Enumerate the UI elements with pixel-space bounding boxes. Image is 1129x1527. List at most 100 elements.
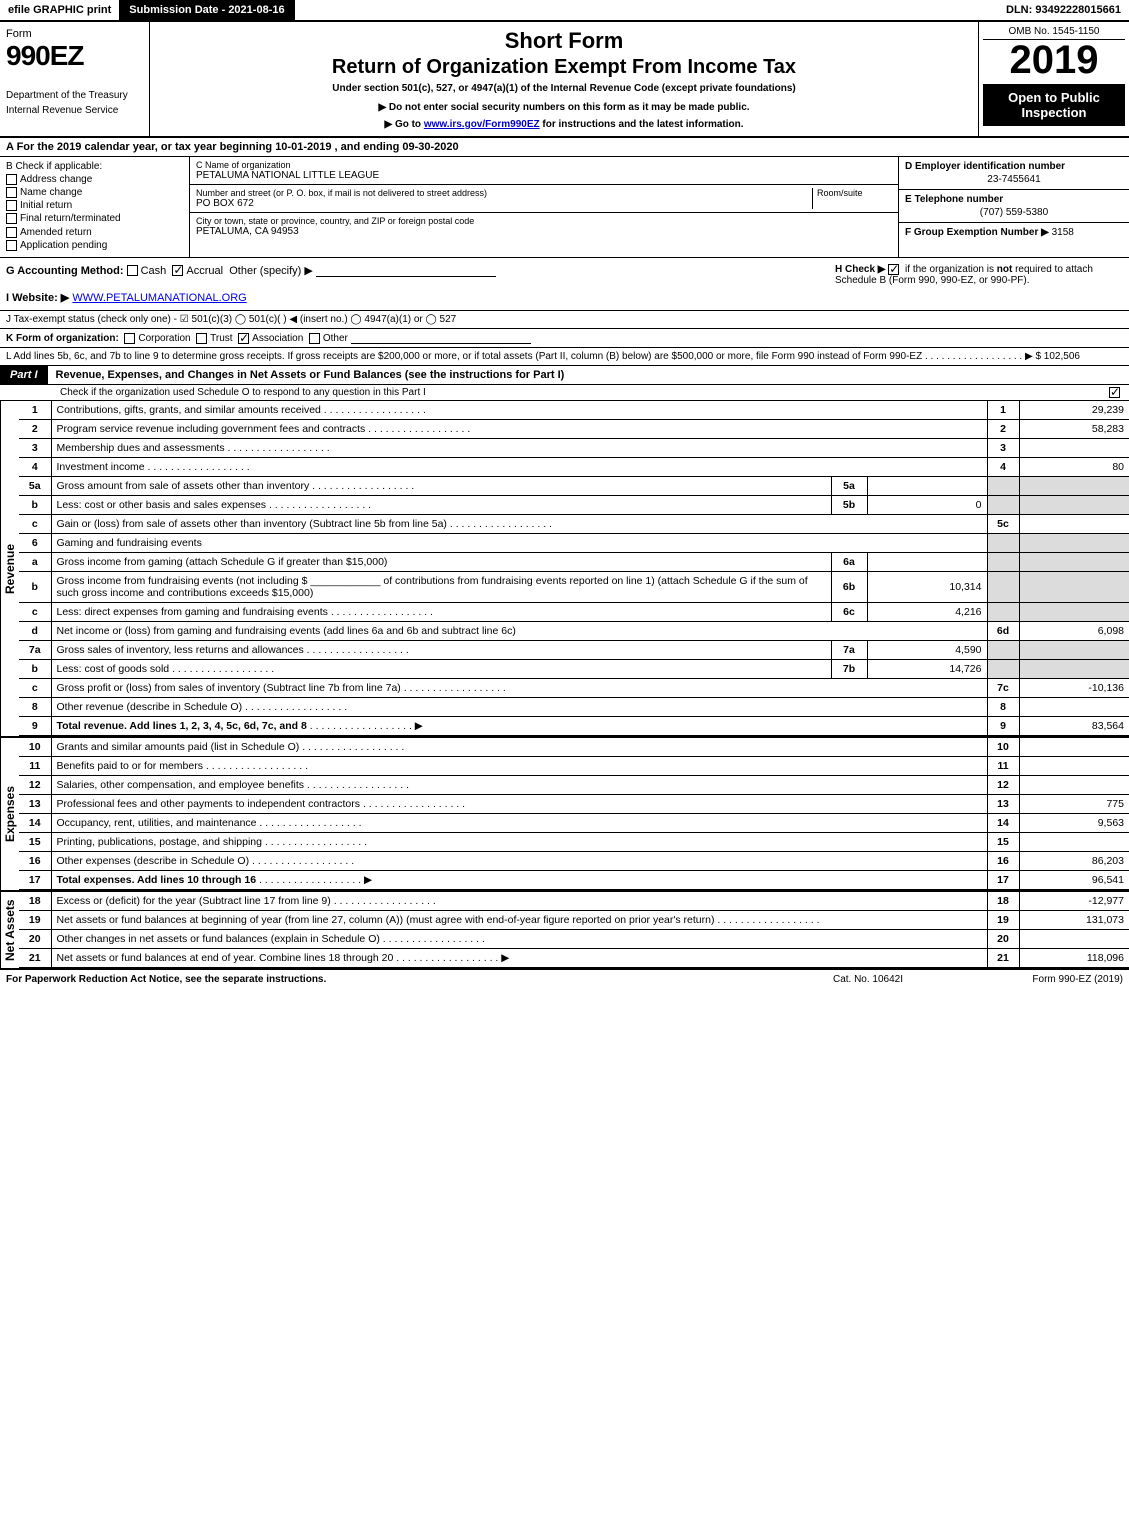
netassets-label: Net Assets [0, 892, 19, 968]
c-city-label: City or town, state or province, country… [196, 216, 892, 226]
ssn-note: ▶ Do not enter social security numbers o… [160, 102, 968, 113]
cb-schedule-b[interactable] [888, 264, 899, 275]
irs-label: Internal Revenue Service [6, 105, 143, 116]
dept-label: Department of the Treasury [6, 90, 143, 101]
k-label: K Form of organization: [6, 333, 119, 344]
form-word: Form [6, 28, 143, 40]
row-7a: 7aGross sales of inventory, less returns… [19, 640, 1129, 659]
cb-name-change[interactable]: Name change [6, 187, 183, 198]
form-header: Form 990EZ Department of the Treasury In… [0, 22, 1129, 138]
row-21: 21Net assets or fund balances at end of … [19, 948, 1129, 967]
row-5c: cGain or (loss) from sale of assets othe… [19, 514, 1129, 533]
expenses-table: 10Grants and similar amounts paid (list … [19, 738, 1129, 890]
row-6b: bGross income from fundraising events (n… [19, 571, 1129, 602]
phone-value: (707) 559-5380 [905, 207, 1123, 218]
cb-corp[interactable] [124, 333, 135, 344]
cb-initial-return[interactable]: Initial return [6, 200, 183, 211]
header-right: OMB No. 1545-1150 2019 Open to Public In… [979, 22, 1129, 136]
l-amount: $ 102,506 [1035, 351, 1080, 362]
submission-date: Submission Date - 2021-08-16 [119, 0, 294, 20]
expenses-label: Expenses [0, 738, 19, 890]
row-4: 4Investment income480 [19, 457, 1129, 476]
row-17: 17Total expenses. Add lines 10 through 1… [19, 870, 1129, 889]
row-7b: bLess: cost of goods sold7b14,726 [19, 659, 1129, 678]
row-16: 16Other expenses (describe in Schedule O… [19, 851, 1129, 870]
g-label: G Accounting Method: [6, 265, 124, 277]
row-5a: 5aGross amount from sale of assets other… [19, 476, 1129, 495]
cb-other-org[interactable] [309, 333, 320, 344]
other-org-line[interactable] [351, 332, 531, 344]
link-suffix: for instructions and the latest informat… [542, 119, 743, 130]
cb-cash[interactable] [127, 265, 138, 276]
cb-assoc[interactable] [238, 333, 249, 344]
short-form-title: Short Form [160, 28, 968, 54]
tax-year: 2019 [983, 40, 1125, 80]
line-l: L Add lines 5b, 6c, and 7b to line 9 to … [0, 348, 1129, 366]
header-center: Short Form Return of Organization Exempt… [150, 22, 979, 136]
h-label: H Check ▶ [835, 264, 885, 275]
row-9: 9Total revenue. Add lines 1, 2, 3, 4, 5c… [19, 716, 1129, 735]
form-title: Return of Organization Exempt From Incom… [160, 56, 968, 79]
org-city: PETALUMA, CA 94953 [196, 226, 892, 237]
row-5b: bLess: cost or other basis and sales exp… [19, 495, 1129, 514]
ein-value: 23-7455641 [905, 174, 1123, 185]
i-label: I Website: ▶ [6, 292, 69, 304]
cb-schedule-o[interactable] [1109, 387, 1120, 398]
dln-label: DLN: 93492228015661 [998, 0, 1129, 20]
row-13: 13Professional fees and other payments t… [19, 794, 1129, 813]
box-c: C Name of organization PETALUMA NATIONAL… [190, 157, 899, 257]
form-ref: Form 990-EZ (2019) [943, 974, 1123, 985]
row-12: 12Salaries, other compensation, and empl… [19, 775, 1129, 794]
website-link[interactable]: WWW.PETALUMANATIONAL.ORG [72, 292, 246, 304]
expenses-section: Expenses 10Grants and similar amounts pa… [0, 738, 1129, 892]
line-k: K Form of organization: Corporation Trus… [0, 329, 1129, 348]
revenue-section: Revenue 1Contributions, gifts, grants, a… [0, 401, 1129, 738]
box-b: B Check if applicable: Address change Na… [0, 157, 190, 257]
netassets-section: Net Assets 18Excess or (deficit) for the… [0, 892, 1129, 970]
org-name: PETALUMA NATIONAL LITTLE LEAGUE [196, 170, 892, 181]
form-number: 990EZ [6, 40, 143, 72]
cb-accrual[interactable] [172, 265, 183, 276]
c-name-label: C Name of organization [196, 160, 892, 170]
paperwork-notice: For Paperwork Reduction Act Notice, see … [6, 974, 793, 985]
block-bcd: B Check if applicable: Address change Na… [0, 157, 1129, 258]
top-bar: efile GRAPHIC print Submission Date - 20… [0, 0, 1129, 22]
line-h: H Check ▶ if the organization is not req… [829, 258, 1129, 310]
efile-label[interactable]: efile GRAPHIC print [0, 0, 119, 20]
revenue-table: 1Contributions, gifts, grants, and simil… [19, 401, 1129, 736]
line-g: G Accounting Method: Cash Accrual Other … [0, 258, 829, 310]
row-6: 6Gaming and fundraising events [19, 533, 1129, 552]
cb-application-pending[interactable]: Application pending [6, 240, 183, 251]
other-specify-line[interactable] [316, 265, 496, 277]
page-footer: For Paperwork Reduction Act Notice, see … [0, 970, 1129, 989]
instructions-line: ▶ Go to www.irs.gov/Form990EZ for instru… [160, 119, 968, 130]
part1-title: Revenue, Expenses, and Changes in Net As… [48, 369, 565, 381]
part1-label: Part I [0, 366, 48, 384]
row-11: 11Benefits paid to or for members11 [19, 756, 1129, 775]
link-prefix: ▶ Go to [384, 119, 423, 130]
header-left: Form 990EZ Department of the Treasury In… [0, 22, 150, 136]
cb-amended-return[interactable]: Amended return [6, 227, 183, 238]
row-8: 8Other revenue (describe in Schedule O)8 [19, 697, 1129, 716]
cb-final-return[interactable]: Final return/terminated [6, 213, 183, 224]
l-text: L Add lines 5b, 6c, and 7b to line 9 to … [6, 351, 922, 362]
phone-label: E Telephone number [905, 194, 1123, 205]
row-2: 2Program service revenue including gover… [19, 419, 1129, 438]
c-street-label: Number and street (or P. O. box, if mail… [196, 188, 812, 198]
org-street: PO BOX 672 [196, 198, 812, 209]
cb-trust[interactable] [196, 333, 207, 344]
row-10: 10Grants and similar amounts paid (list … [19, 738, 1129, 757]
revenue-label: Revenue [0, 401, 19, 736]
row-6d: dNet income or (loss) from gaming and fu… [19, 621, 1129, 640]
group-exempt-value: 3158 [1052, 227, 1074, 238]
box-def: D Employer identification number 23-7455… [899, 157, 1129, 257]
line-gh: G Accounting Method: Cash Accrual Other … [0, 258, 1129, 311]
form-subtitle: Under section 501(c), 527, or 4947(a)(1)… [160, 83, 968, 94]
line-j: J Tax-exempt status (check only one) - ☑… [0, 311, 1129, 329]
row-20: 20Other changes in net assets or fund ba… [19, 929, 1129, 948]
part1-header: Part I Revenue, Expenses, and Changes in… [0, 366, 1129, 385]
instructions-link[interactable]: www.irs.gov/Form990EZ [424, 119, 540, 130]
row-6a: aGross income from gaming (attach Schedu… [19, 552, 1129, 571]
cb-address-change[interactable]: Address change [6, 174, 183, 185]
row-19: 19Net assets or fund balances at beginni… [19, 910, 1129, 929]
